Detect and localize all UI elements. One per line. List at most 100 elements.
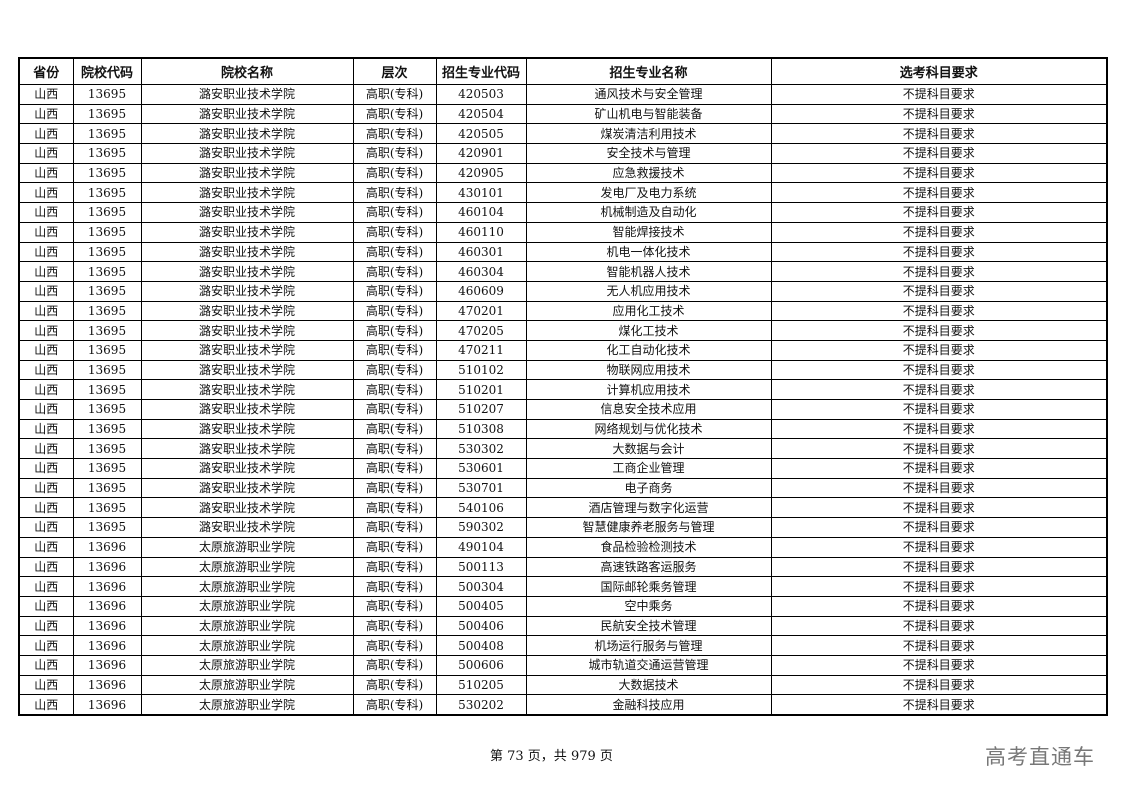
cell-subject-requirement: 不提科目要求 xyxy=(770,221,1108,243)
table-row: 山西 13695 潞安职业技术学院 高职(专科) 540106 酒店管理与数字化运营 不提科… xyxy=(18,497,1108,519)
cell-subject-requirement: 不提科目要求 xyxy=(770,477,1108,499)
cell-school-code: 13695 xyxy=(72,84,142,105)
table-row: 山西 13696 太原旅游职业学院 高职(专科) 500113 高速铁路客运服务 不提科目要… xyxy=(18,556,1108,578)
cell-level: 高职(专科) xyxy=(352,674,437,696)
cell-major-name: 应用化工技术 xyxy=(525,300,772,322)
cell-school-code: 13695 xyxy=(72,123,142,145)
header-school-name: 院校名称 xyxy=(140,57,354,85)
cell-major-name: 智能机器人技术 xyxy=(525,261,772,282)
table-row: 山西 13696 太原旅游职业学院 高职(专科) 500406 民航安全技术管理 不提科目要… xyxy=(18,615,1108,637)
cell-province: 山西 xyxy=(18,595,74,617)
cell-school-name: 潞安职业技术学院 xyxy=(140,359,354,381)
cell-subject-requirement: 不提科目要求 xyxy=(770,84,1108,105)
cell-subject-requirement: 不提科目要求 xyxy=(770,576,1108,597)
table-row: 山西 13695 潞安职业技术学院 高职(专科) 460110 智能焊接技术 不提科目要求 xyxy=(18,221,1108,243)
header-major-code: 招生专业代码 xyxy=(435,57,527,85)
cell-subject-requirement: 不提科目要求 xyxy=(770,615,1108,637)
cell-major-name: 网络规划与优化技术 xyxy=(525,418,772,440)
cell-subject-requirement: 不提科目要求 xyxy=(770,280,1108,302)
cell-school-name: 潞安职业技术学院 xyxy=(140,103,354,125)
cell-province: 山西 xyxy=(18,635,74,656)
cell-school-code: 13695 xyxy=(72,202,142,223)
cell-major-code: 460104 xyxy=(435,202,527,223)
header-province: 省份 xyxy=(18,57,74,85)
cell-level: 高职(专科) xyxy=(352,123,437,145)
cell-school-name: 潞安职业技术学院 xyxy=(140,300,354,322)
cell-province: 山西 xyxy=(18,536,74,558)
cell-school-code: 13696 xyxy=(72,635,142,656)
cell-major-name: 电子商务 xyxy=(525,477,772,499)
table-row: 山西 13695 潞安职业技术学院 高职(专科) 420503 通风技术与安全管理 不提科目… xyxy=(18,84,1108,105)
cell-level: 高职(专科) xyxy=(352,654,437,676)
cell-subject-requirement: 不提科目要求 xyxy=(770,595,1108,617)
cell-major-name: 食品检验检测技术 xyxy=(525,536,772,558)
cell-major-name: 煤炭清洁利用技术 xyxy=(525,123,772,145)
cell-province: 山西 xyxy=(18,438,74,460)
cell-subject-requirement: 不提科目要求 xyxy=(770,635,1108,656)
table-row: 山西 13696 太原旅游职业学院 高职(专科) 510205 大数据技术 不提科目要求 xyxy=(18,674,1108,696)
cell-school-name: 太原旅游职业学院 xyxy=(140,635,354,656)
cell-major-code: 530202 xyxy=(435,694,527,716)
cell-school-code: 13696 xyxy=(72,615,142,637)
cell-major-name: 工商企业管理 xyxy=(525,458,772,479)
cell-major-name: 国际邮轮乘务管理 xyxy=(525,576,772,597)
cell-major-code: 460304 xyxy=(435,261,527,282)
table-row: 山西 13695 潞安职业技术学院 高职(专科) 510207 信息安全技术应用 不提科目要… xyxy=(18,399,1108,420)
cell-subject-requirement: 不提科目要求 xyxy=(770,654,1108,676)
cell-subject-requirement: 不提科目要求 xyxy=(770,418,1108,440)
cell-school-name: 潞安职业技术学院 xyxy=(140,261,354,282)
header-level: 层次 xyxy=(352,57,437,85)
cell-subject-requirement: 不提科目要求 xyxy=(770,103,1108,125)
cell-major-code: 510308 xyxy=(435,418,527,440)
cell-level: 高职(专科) xyxy=(352,694,437,716)
cell-subject-requirement: 不提科目要求 xyxy=(770,261,1108,282)
cell-major-code: 500408 xyxy=(435,635,527,656)
table-row: 山西 13695 潞安职业技术学院 高职(专科) 510201 计算机应用技术 不提科目要求 xyxy=(18,379,1108,400)
table-row: 山西 13695 潞安职业技术学院 高职(专科) 530701 电子商务 不提科目要求 xyxy=(18,477,1108,499)
cell-province: 山西 xyxy=(18,182,74,204)
cell-school-code: 13695 xyxy=(72,300,142,322)
cell-province: 山西 xyxy=(18,359,74,381)
cell-major-code: 510102 xyxy=(435,359,527,381)
cell-subject-requirement: 不提科目要求 xyxy=(770,339,1108,361)
cell-school-name: 潞安职业技术学院 xyxy=(140,497,354,519)
cell-province: 山西 xyxy=(18,123,74,145)
cell-level: 高职(专科) xyxy=(352,162,437,184)
table-row: 山西 13695 潞安职业技术学院 高职(专科) 420905 应急救援技术 不提科目要求 xyxy=(18,162,1108,184)
table-row: 山西 13695 潞安职业技术学院 高职(专科) 510102 物联网应用技术 不提科目要求 xyxy=(18,359,1108,381)
table-row: 山西 13695 潞安职业技术学院 高职(专科) 420504 矿山机电与智能装备 不提科目… xyxy=(18,103,1108,125)
cell-school-code: 13695 xyxy=(72,103,142,125)
cell-school-name: 潞安职业技术学院 xyxy=(140,517,354,538)
cell-school-code: 13695 xyxy=(72,497,142,519)
cell-school-code: 13696 xyxy=(72,654,142,676)
cell-major-name: 机械制造及自动化 xyxy=(525,202,772,223)
cell-major-name: 智能焊接技术 xyxy=(525,221,772,243)
cell-major-name: 发电厂及电力系统 xyxy=(525,182,772,204)
cell-major-code: 500406 xyxy=(435,615,527,637)
cell-level: 高职(专科) xyxy=(352,379,437,400)
header-school-code: 院校代码 xyxy=(72,57,142,85)
cell-major-code: 460110 xyxy=(435,221,527,243)
cell-subject-requirement: 不提科目要求 xyxy=(770,674,1108,696)
cell-level: 高职(专科) xyxy=(352,517,437,538)
cell-subject-requirement: 不提科目要求 xyxy=(770,399,1108,420)
cell-subject-requirement: 不提科目要求 xyxy=(770,320,1108,341)
cell-province: 山西 xyxy=(18,517,74,538)
cell-major-code: 420905 xyxy=(435,162,527,184)
cell-major-code: 500405 xyxy=(435,595,527,617)
cell-subject-requirement: 不提科目要求 xyxy=(770,300,1108,322)
cell-major-code: 420901 xyxy=(435,143,527,164)
cell-province: 山西 xyxy=(18,103,74,125)
cell-subject-requirement: 不提科目要求 xyxy=(770,556,1108,578)
cell-province: 山西 xyxy=(18,477,74,499)
cell-school-name: 潞安职业技术学院 xyxy=(140,143,354,164)
cell-province: 山西 xyxy=(18,339,74,361)
cell-school-code: 13695 xyxy=(72,477,142,499)
cell-level: 高职(专科) xyxy=(352,261,437,282)
cell-level: 高职(专科) xyxy=(352,418,437,440)
cell-school-name: 潞安职业技术学院 xyxy=(140,477,354,499)
cell-major-name: 酒店管理与数字化运营 xyxy=(525,497,772,519)
cell-school-code: 13695 xyxy=(72,438,142,460)
table-row: 山西 13695 潞安职业技术学院 高职(专科) 470201 应用化工技术 不提科目要求 xyxy=(18,300,1108,322)
cell-subject-requirement: 不提科目要求 xyxy=(770,202,1108,223)
